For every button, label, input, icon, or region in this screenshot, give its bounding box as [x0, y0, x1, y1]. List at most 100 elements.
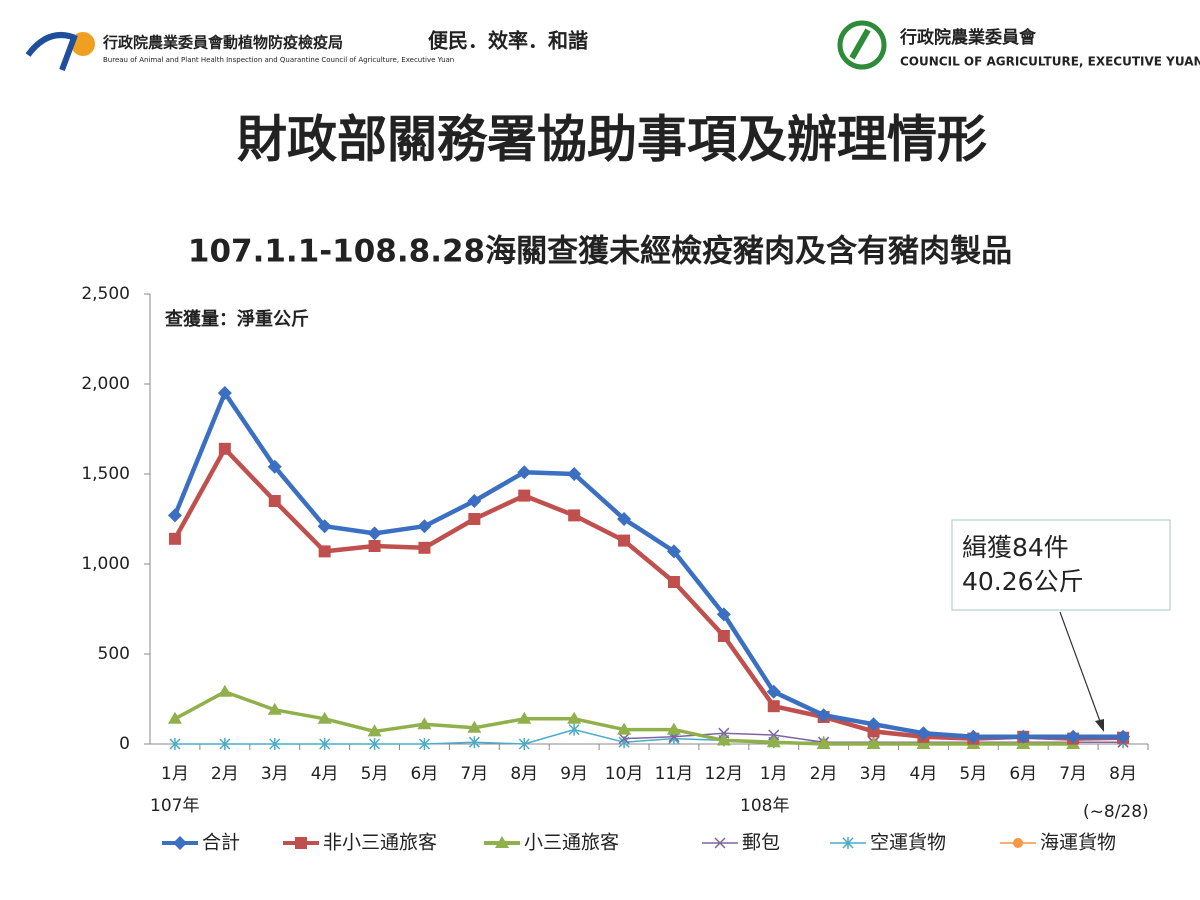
data-point [218, 442, 231, 455]
data-point [517, 465, 532, 480]
legend-label: 海運貨物 [1040, 832, 1116, 854]
data-point [295, 837, 307, 849]
data-point [468, 736, 480, 749]
data-point [369, 738, 381, 750]
data-point [768, 729, 780, 741]
year-label: 107年 [150, 796, 199, 816]
data-point [718, 727, 730, 739]
data-point [618, 534, 631, 547]
x-tick-label: 6月 [1009, 764, 1037, 784]
data-point [916, 737, 931, 749]
chart-title: 107.1.1-108.8.28海關查獲未經檢疫豬肉及含有豬肉製品 [188, 234, 1012, 270]
x-tick-label: 10月 [605, 764, 644, 784]
data-point [168, 532, 181, 545]
y-tick-label: 0 [119, 734, 130, 754]
data-point [568, 509, 581, 522]
x-tick-label: 6月 [411, 764, 439, 784]
data-point [219, 738, 231, 750]
data-point [167, 508, 182, 523]
x-tick-label: 4月 [311, 764, 339, 784]
data-point [766, 684, 781, 699]
callout-arrowhead [1095, 719, 1104, 732]
legend-label: 郵包 [742, 832, 780, 854]
y-tick-label: 1,500 [81, 464, 130, 484]
motto: 便民．效率．和諧 [428, 29, 588, 53]
x-tick-label: 2月 [810, 764, 838, 784]
data-point [317, 519, 332, 534]
agency-logo [25, 32, 95, 72]
legend-label: 空運貨物 [870, 832, 946, 854]
y-tick-label: 1,000 [81, 554, 130, 574]
data-point [495, 836, 509, 848]
x-tick-label: 7月 [1059, 764, 1087, 784]
data-point [717, 630, 730, 642]
callout-text: 40.26公斤 [962, 567, 1084, 596]
x-tick-label: 1月 [161, 764, 189, 784]
data-point [816, 737, 831, 749]
data-point [766, 735, 781, 748]
x-tick-label: 2月 [211, 764, 239, 784]
data-point [1016, 729, 1031, 744]
x-tick-label: 12月 [705, 764, 744, 784]
data-point [367, 526, 382, 541]
x-tick-label: 1月 [760, 764, 788, 784]
data-point [268, 495, 281, 507]
x-tick-label: 5月 [361, 764, 389, 784]
council-name-en: COUNCIL OF AGRICULTURE, EXECUTIVE YUAN [900, 55, 1200, 69]
x-tick-label: 5月 [959, 764, 987, 784]
data-point [866, 737, 881, 749]
data-point [173, 836, 187, 850]
data-point [1116, 729, 1131, 744]
data-point [714, 837, 726, 849]
data-point [417, 519, 432, 534]
data-point [217, 386, 232, 400]
agency-name-en: Bureau of Animal and Plant Health Inspec… [103, 56, 454, 64]
data-point [617, 512, 632, 526]
callout-text: 緝獲84件 [962, 533, 1069, 562]
data-point [518, 738, 530, 750]
series-line [172, 390, 1124, 740]
data-point [568, 723, 580, 736]
data-point [318, 545, 331, 558]
data-point [267, 702, 282, 715]
data-point [368, 540, 381, 552]
data-point [716, 733, 731, 746]
x-tick-label: 3月 [860, 764, 888, 784]
x-tick-label: 7月 [460, 764, 488, 784]
data-point [767, 700, 780, 713]
data-point [816, 708, 831, 723]
data-point [866, 717, 881, 732]
data-point [518, 489, 531, 502]
data-point [966, 729, 981, 744]
date-note: (~8/28) [1083, 802, 1149, 822]
data-point [169, 738, 181, 750]
legend-label: 非小三通旅客 [323, 832, 437, 854]
year-label: 108年 [740, 796, 789, 816]
council-name: 行政院農業委員會 [899, 27, 1037, 48]
data-point [667, 576, 680, 588]
data-point [319, 738, 331, 750]
data-point [618, 733, 630, 745]
data-point [666, 544, 681, 559]
x-tick-label: 3月 [261, 764, 289, 784]
data-point [567, 711, 582, 724]
x-tick-label: 11月 [655, 764, 694, 784]
data-point [842, 837, 854, 849]
agency-name: 行政院農業委員會動植物防疫檢疫局 [102, 34, 343, 52]
data-point [367, 724, 382, 737]
data-point [468, 513, 481, 525]
data-point [867, 725, 880, 738]
y-tick-label: 500 [98, 644, 130, 664]
callout-arrow [1059, 611, 1102, 725]
data-point [418, 738, 430, 750]
y-tick-label: 2,500 [81, 284, 130, 304]
data-point [417, 717, 432, 730]
data-point [916, 726, 931, 741]
council-logo [837, 20, 887, 70]
legend-label: 小三通旅客 [524, 832, 619, 854]
data-point [167, 711, 182, 724]
y-tick-label: 2,000 [81, 374, 130, 394]
data-point [1013, 838, 1023, 848]
